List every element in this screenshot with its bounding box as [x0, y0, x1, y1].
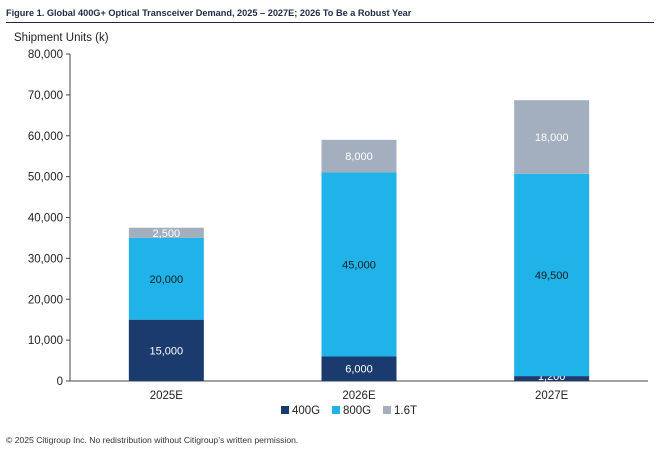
legend-label: 1.6T	[394, 405, 417, 417]
y-tick-label: 70,000	[28, 90, 63, 102]
y-tick-label: 10,000	[28, 335, 63, 347]
x-tick-label: 2025E	[150, 390, 184, 402]
figure-title: Figure 1. Global 400G+ Optical Transceiv…	[6, 8, 412, 18]
data-label: 45,000	[342, 260, 376, 272]
legend-swatch-16t	[383, 406, 391, 414]
legend-label: 400G	[292, 405, 320, 417]
y-tick-label: 0	[57, 376, 63, 388]
y-tick-label: 60,000	[28, 131, 63, 143]
data-label: 49,500	[535, 270, 569, 282]
bar-16t-2025e	[128, 227, 204, 238]
x-tick-label: 2026E	[342, 390, 376, 402]
data-label: 8,000	[345, 151, 373, 163]
legend-swatch-800g	[332, 406, 340, 414]
bar-16t-2027e	[514, 100, 590, 174]
data-label: 15,000	[150, 345, 184, 357]
data-label: 2,500	[153, 228, 181, 240]
y-tick-label: 20,000	[28, 294, 63, 306]
legend-label: 800G	[343, 405, 371, 417]
y-tick-label: 30,000	[28, 253, 63, 265]
bar-400g-2027e	[514, 376, 590, 381]
y-tick-label: 50,000	[28, 172, 63, 184]
bar-800g-2026e	[321, 172, 397, 357]
bar-400g-2026e	[321, 356, 397, 381]
data-label: 18,000	[535, 132, 569, 144]
data-label: 20,000	[150, 274, 184, 286]
bar-800g-2025e	[128, 237, 204, 320]
y-axis-label: Shipment Units (k)	[14, 32, 109, 44]
bar-800g-2027e	[514, 173, 590, 377]
y-tick-label: 40,000	[28, 213, 63, 225]
legend-swatch-400g	[281, 406, 289, 414]
title-divider	[6, 22, 654, 23]
x-tick-label: 2027E	[535, 390, 569, 402]
copyright-footer: © 2025 Citigroup Inc. No redistribution …	[6, 435, 299, 445]
bar-16t-2026e	[321, 139, 397, 173]
y-tick-label: 80,000	[28, 49, 63, 61]
data-label: 6,000	[345, 364, 373, 376]
bar-400g-2025e	[128, 319, 204, 381]
